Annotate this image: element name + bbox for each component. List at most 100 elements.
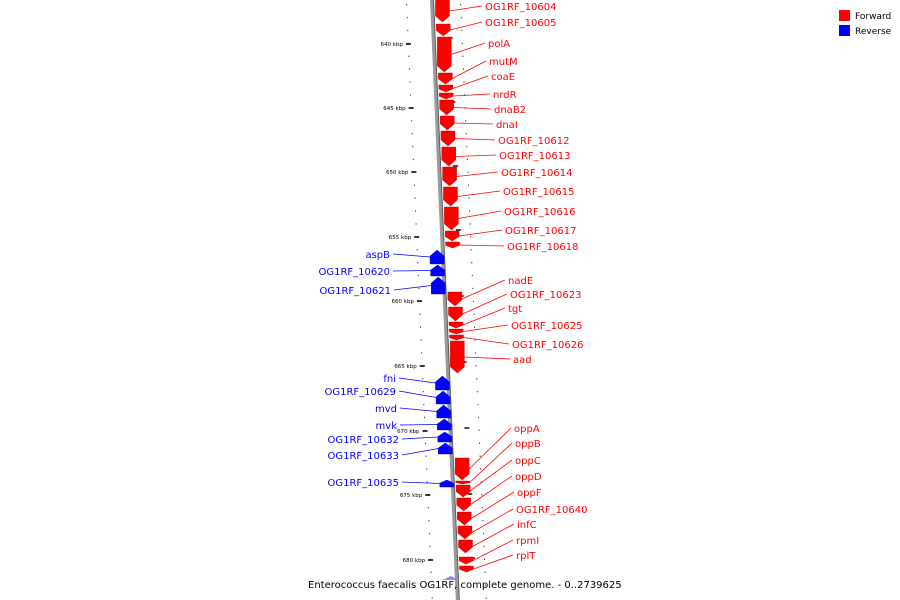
backbone-edge [433,0,460,600]
label-leader [451,42,486,55]
scale-minor-tick [430,558,432,560]
scale-label: 670 kbp [397,429,420,435]
scale-minor-tick [411,133,413,135]
scale-minor-tick [417,262,419,264]
gene-glyph-infC[interactable] [458,539,473,554]
gene-glyph-aad[interactable] [450,340,465,374]
scale-minor-tick [462,68,464,70]
scale-minor-tick [467,184,469,186]
gene-glyph-fni[interactable] [435,375,450,391]
gene-glyph-OG1RF_10605[interactable] [436,23,451,37]
scale-minor-tick [422,378,424,380]
scale-label: 640 kbp [380,42,403,48]
gene-glyph-mvd[interactable] [436,404,451,419]
scale-minor-tick [421,365,423,367]
scale-minor-tick [475,352,477,354]
scale-minor-tick [472,287,474,290]
scale-minor-tick [476,378,478,380]
scale-minor-tick [474,339,476,341]
label-leader [468,427,512,470]
gene-label-aspB: aspB [365,250,390,261]
scale-minor-tick [431,597,433,599]
label-leader [453,93,491,97]
scale-minor-tick [419,313,421,315]
scale-minor-tick [414,197,416,199]
scale-minor-tick [427,507,429,509]
scale-minor-tick [473,313,475,315]
scale-minor-tick [462,55,464,57]
gene-label-polA: polA [488,39,510,50]
scale-minor-tick [431,584,433,586]
gene-glyph-tgt[interactable] [448,321,464,329]
gene-glyph-oppD[interactable] [456,497,471,512]
scale-minor-tick [412,158,414,161]
gene-glyph-OG1RF_10629[interactable] [435,390,451,405]
gene-glyph-aspB[interactable] [429,249,445,265]
label-leader [392,270,431,272]
label-leader [450,21,483,31]
gene-glyph-OG1RF_10613[interactable] [441,146,456,167]
gene-glyph-OG1RF_10640[interactable] [457,525,473,540]
gene-glyph-OG1RF_10604[interactable] [435,0,450,23]
gene-glyph-rpmI[interactable] [458,556,474,565]
gene-glyph-OG1RF_10625[interactable] [449,328,464,335]
gene-glyph-oppA[interactable] [454,457,470,481]
gene-label-OG1RF_10613: OG1RF_10613 [499,151,571,162]
scale-minor-tick [417,274,419,277]
gene-label-OG1RF_10604: OG1RF_10604 [485,2,557,13]
gene-glyph-nrdR[interactable] [438,92,454,100]
gene-glyph-OG1RF_10633[interactable] [438,442,453,455]
scale-minor-tick [484,571,486,573]
gene-label-OG1RF_10617: OG1RF_10617 [505,226,577,237]
gene-label-oppB: oppB [515,439,541,450]
scale-minor-tick [428,532,430,535]
label-leader [470,475,513,505]
gene-label-OG1RF_10632: OG1RF_10632 [328,435,400,446]
gene-glyph-OG1RF_10616[interactable] [444,206,459,231]
gene-labels: OG1RF_10604 OG1RF_10605 polA mutM coaE nrdR dn… [319,2,588,570]
gene-glyph-mutM[interactable] [438,72,453,85]
gene-glyph-OG1RF_10618[interactable] [445,241,460,249]
scale-minor-tick [418,287,420,290]
gene-glyph-OG1RF_10635[interactable] [439,479,454,488]
gene-glyph-polA[interactable] [437,36,452,73]
gene-glyph-coaE[interactable] [438,84,454,93]
scale-minor-tick [427,494,429,496]
scale-minor-tick [415,210,417,212]
label-leader [398,377,436,384]
scale-minor-tick [469,210,471,212]
scale-minor-tick [468,197,470,199]
gene-glyph-OG1RF_10612[interactable] [440,130,456,147]
gene-glyph-oppC[interactable] [455,484,471,498]
gene-label-oppA: oppA [514,424,540,435]
gene-glyph-OG1RF_10615[interactable] [443,186,458,207]
gene-glyph-rplT[interactable] [459,565,474,573]
scale-minor-tick [470,249,472,251]
gene-glyph-OG1RF_10632[interactable] [437,431,452,443]
gene-features[interactable] [429,0,474,580]
scale-minor-tick [408,55,410,57]
scale-minor-tick [460,16,462,19]
scale-label: 675 kbp [400,493,423,499]
gene-glyph-oppF[interactable] [457,511,472,526]
label-leader [401,448,439,456]
gene-glyph-OG1RF_10614[interactable] [442,166,457,187]
gene-glyph-OG1RF_10621[interactable] [431,276,446,295]
scale-label: 680 kbp [403,558,426,564]
label-leader [461,279,506,300]
gene-label-mvd: mvd [375,404,397,415]
gene-glyph-OG1RF_10617[interactable] [444,230,460,242]
gene-glyph-OG1RF_10626[interactable] [449,334,464,341]
gene-glyph-OG1RF_10623[interactable] [448,306,463,322]
gene-glyph-oppB[interactable] [455,480,470,485]
gene-glyph-OG1RF_10620[interactable] [430,264,445,277]
gene-glyph-dnaB2[interactable] [439,99,454,116]
gene-glyph-dnaI[interactable] [440,115,455,131]
label-leader [401,436,438,440]
gene-label-OG1RF_10615: OG1RF_10615 [503,187,575,198]
scale-minor-tick [409,81,411,83]
gene-glyph-nadE[interactable] [447,291,463,307]
gene-glyph-mvk[interactable] [437,418,452,431]
legend: Forward Reverse [839,10,892,37]
